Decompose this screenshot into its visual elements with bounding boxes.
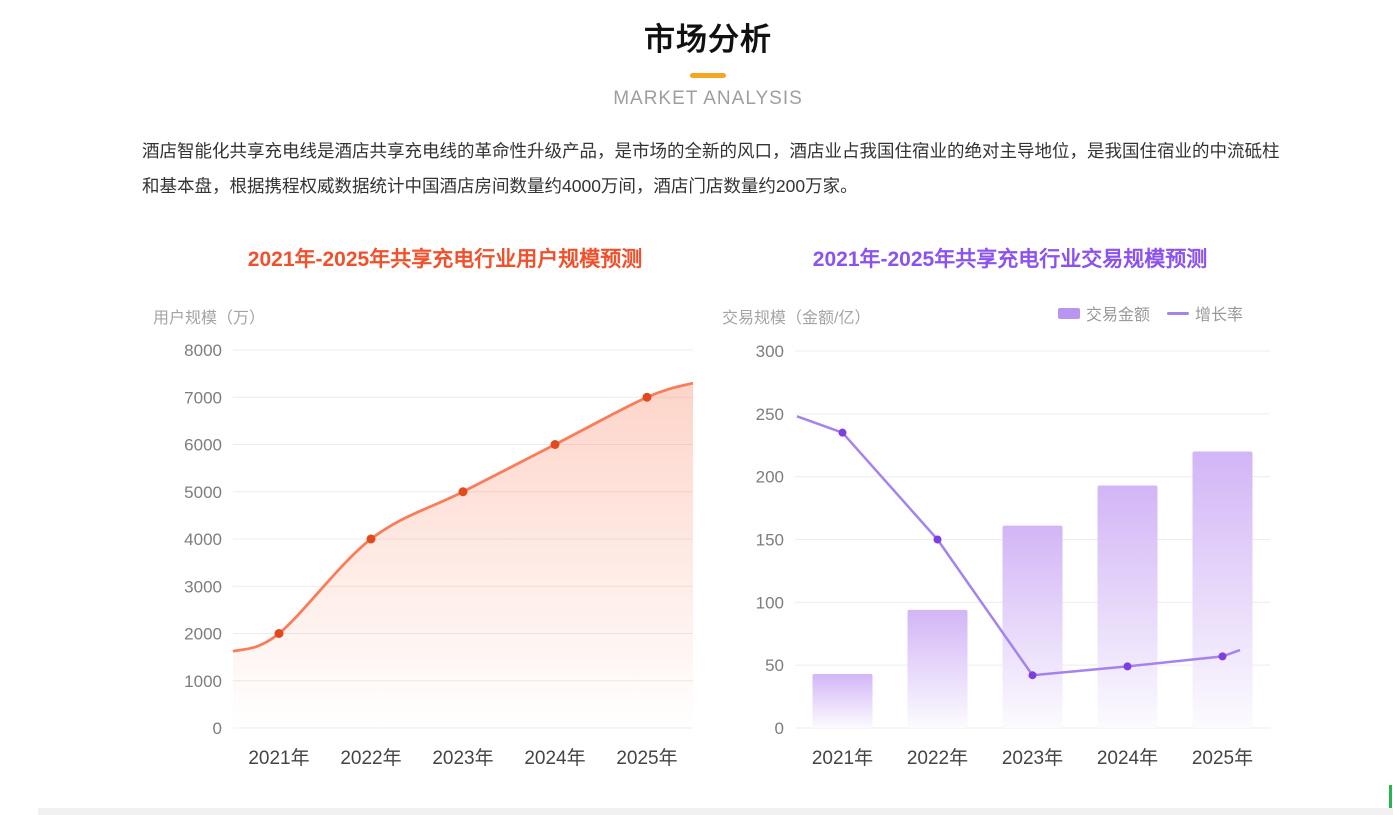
transaction-chart-axis-label: 交易规模（金额/亿） — [722, 310, 871, 327]
y-tick-label: 8000 — [184, 341, 222, 360]
data-point[interactable] — [366, 534, 376, 544]
data-point[interactable] — [1028, 671, 1037, 680]
y-tick-label: 50 — [765, 656, 784, 675]
legend-item-bar-label: 交易金额 — [1086, 307, 1151, 324]
data-point[interactable] — [274, 629, 284, 638]
data-point[interactable] — [838, 428, 847, 437]
bar[interactable] — [1097, 485, 1158, 728]
legend-item-line[interactable]: 增长率 — [1167, 301, 1243, 325]
transaction-scale-chart: 0 50 100 150 200 250 300 2021年 2022年 2023年 2024年 20… — [756, 342, 1270, 769]
line-legend-swatch-icon — [1167, 311, 1190, 315]
y-tick-label: 3000 — [184, 577, 222, 596]
area-fill — [233, 383, 693, 728]
data-point[interactable] — [550, 440, 560, 449]
user-scale-chart: 0 1000 2000 3000 4000 5000 6000 7000 8000 2021年 20… — [184, 341, 694, 769]
x-tick-label: 2022年 — [907, 747, 968, 769]
bar-legend-swatch-icon — [1058, 307, 1080, 319]
intro-paragraph: 酒店智能化共享充电线是酒店共享充电线的革命性升级产品，是市场的全新的风口，酒店业… — [142, 141, 1280, 196]
page-title: 市场分析 — [644, 22, 772, 57]
x-tick-label: 2021年 — [812, 747, 873, 769]
scroll-indicator-line — [1389, 785, 1392, 808]
page-subtitle: MARKET ANALYSIS — [613, 88, 803, 109]
y-tick-label: 0 — [213, 719, 222, 738]
y-tick-label: 1000 — [184, 672, 222, 691]
data-point[interactable] — [458, 487, 468, 497]
y-tick-label: 300 — [756, 342, 784, 361]
y-tick-label: 2000 — [184, 625, 222, 644]
y-tick-label: 150 — [756, 531, 784, 550]
x-tick-label: 2021年 — [248, 747, 309, 769]
bar[interactable] — [907, 609, 968, 728]
transaction-chart-legend: 交易金额 增长率 — [1058, 301, 1243, 325]
x-tick-label: 2023年 — [1002, 747, 1063, 769]
legend-item-bar[interactable]: 交易金额 — [1058, 301, 1150, 325]
y-tick-label: 6000 — [184, 436, 222, 455]
y-tick-label: 4000 — [184, 530, 222, 549]
x-tick-label: 2024年 — [524, 747, 585, 769]
y-tick-label: 250 — [756, 405, 784, 424]
data-point[interactable] — [1218, 652, 1227, 661]
bar[interactable] — [1002, 525, 1063, 728]
y-tick-label: 7000 — [184, 388, 222, 407]
y-tick-label: 5000 — [184, 483, 222, 502]
y-tick-label: 0 — [775, 719, 784, 738]
x-tick-label: 2023年 — [432, 747, 493, 769]
x-tick-label: 2025年 — [1192, 747, 1253, 769]
transaction-chart-title: 2021年-2025年共享充电行业交易规模预测 — [812, 248, 1208, 271]
bar[interactable] — [812, 673, 873, 728]
y-tick-label: 100 — [756, 593, 784, 612]
horizontal-scrollbar[interactable] — [38, 808, 1393, 815]
bar[interactable] — [1192, 451, 1253, 728]
page-header: 市场分析 MARKET ANALYSIS — [23, 14, 1393, 110]
x-tick-label: 2024年 — [1097, 747, 1158, 769]
user-chart-axis-label: 用户规模（万） — [153, 310, 266, 327]
data-point[interactable] — [933, 535, 942, 544]
x-tick-label: 2022年 — [340, 747, 401, 769]
user-chart-title: 2021年-2025年共享充电行业用户规模预测 — [247, 248, 643, 271]
legend-item-line-label: 增长率 — [1195, 307, 1244, 324]
title-accent-bar — [690, 73, 726, 78]
data-point[interactable] — [642, 392, 652, 402]
x-tick-label: 2025年 — [616, 747, 677, 769]
data-point[interactable] — [1123, 662, 1132, 671]
y-tick-label: 200 — [756, 468, 784, 487]
